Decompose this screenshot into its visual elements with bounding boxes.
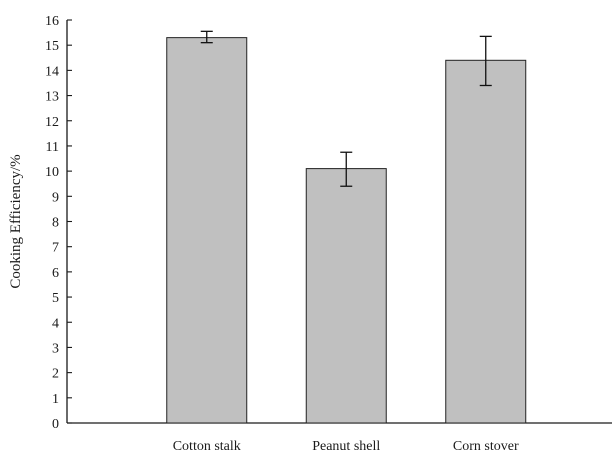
- bar-corn-stover: [445, 59, 527, 424]
- y-tick-label: 9: [52, 190, 59, 205]
- y-tick-label: 7: [52, 241, 59, 256]
- x-tick-label: Peanut shell: [312, 439, 380, 453]
- x-axis: Cotton stalk Peanut shell Corn stover: [67, 422, 612, 453]
- x-tick-label: Cotton stalk: [173, 439, 241, 453]
- bar-cotton-stalk: [166, 37, 248, 424]
- y-tick-label: 2: [52, 367, 59, 382]
- y-tick-label: 16: [45, 14, 59, 29]
- y-tick-label: 15: [45, 39, 59, 54]
- y-tick-label: 8: [52, 216, 59, 231]
- bar-peanut-shell: [305, 168, 387, 424]
- bars: [166, 37, 527, 424]
- error-bar: [479, 35, 492, 87]
- y-tick-label: 10: [45, 165, 59, 180]
- x-tick-label: Corn stover: [453, 439, 519, 453]
- y-tick-label: 4: [52, 316, 59, 331]
- y-tick-label: 13: [45, 90, 59, 105]
- y-tick-label: 1: [52, 392, 59, 407]
- error-bars: [200, 30, 492, 187]
- y-tick-label: 0: [52, 417, 59, 432]
- error-bar: [340, 151, 353, 187]
- error-bar: [200, 30, 213, 44]
- y-tick-label: 11: [46, 140, 59, 155]
- y-tick-label: 14: [45, 64, 59, 79]
- y-tick-label: 12: [45, 115, 59, 130]
- y-tick-label: 6: [52, 266, 59, 281]
- y-tick-label: 3: [52, 341, 59, 356]
- y-axis-title: Cooking Efficiency/%: [8, 154, 24, 288]
- y-tick-label: 5: [52, 291, 59, 306]
